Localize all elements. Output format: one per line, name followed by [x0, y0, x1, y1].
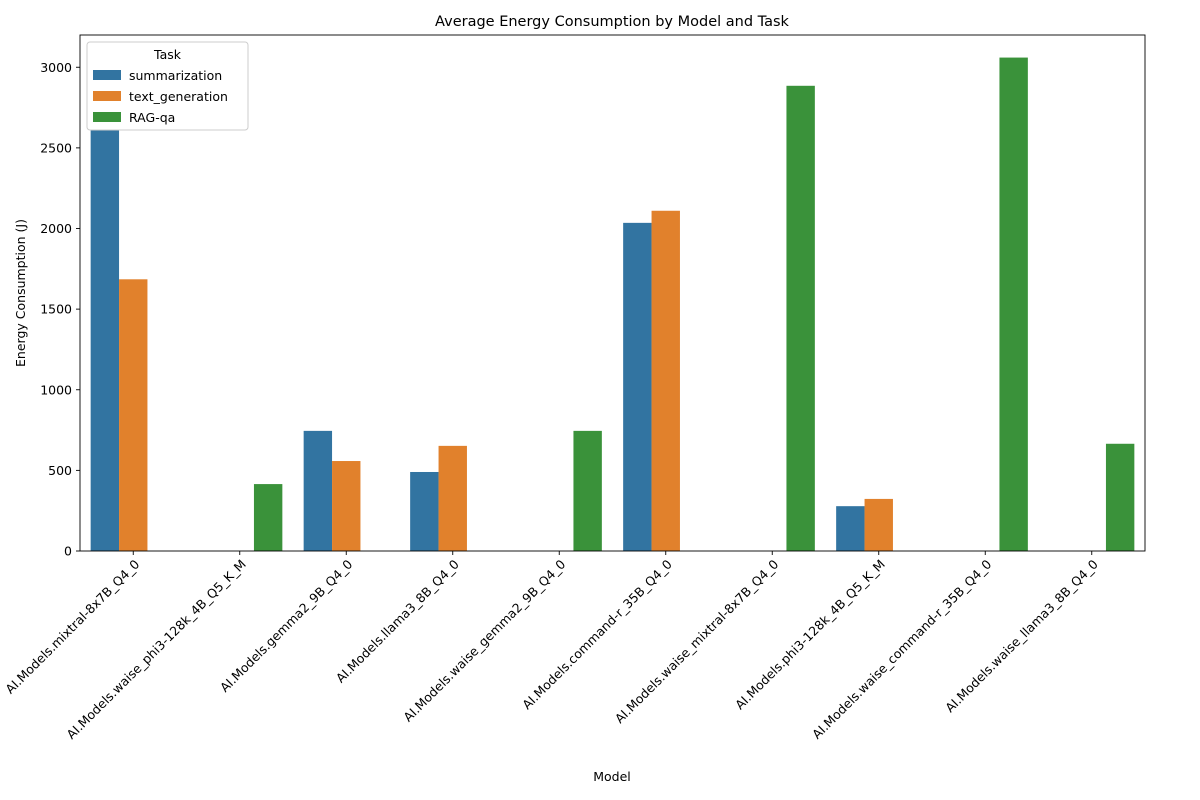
legend-label-summarization: summarization — [129, 68, 222, 83]
y-tick-label: 3000 — [40, 60, 72, 75]
chart-title: Average Energy Consumption by Model and … — [435, 14, 789, 30]
legend-label-text_generation: text_generation — [129, 89, 228, 104]
bar-text_generation-2 — [332, 461, 361, 551]
y-tick-label: 500 — [48, 463, 72, 478]
legend: Task summarization text_generation RAG-qa — [86, 41, 249, 131]
y-axis-label: Energy Consumption (J) — [13, 219, 28, 367]
bar-summarization-3 — [410, 471, 439, 551]
bar-text_generation-7 — [864, 498, 893, 551]
bar-summarization-2 — [303, 430, 333, 551]
bar-text_generation-0 — [119, 279, 148, 551]
bar-RAG-qa-9 — [1105, 443, 1135, 551]
legend-box — [86, 41, 249, 131]
bar-text_generation-3 — [438, 445, 467, 551]
x-axis-label: Model — [593, 769, 631, 784]
bar-RAG-qa-8 — [999, 57, 1028, 551]
y-tick-label: 1000 — [40, 382, 72, 397]
plot-frame — [79, 34, 1146, 552]
bar-summarization-0 — [90, 130, 120, 551]
bars-group — [90, 57, 1135, 551]
x-tick-label: AI.Models.waise_mixtral-8x7B_Q4_0 — [612, 556, 782, 726]
bar-summarization-7 — [836, 506, 865, 551]
y-tick-label: 0 — [64, 544, 72, 559]
bar-text_generation-5 — [651, 210, 680, 551]
y-tick-label: 1500 — [40, 302, 72, 317]
x-tick-label: AI.Models.waise_phi3-128k_4B_Q5_K_M — [63, 557, 248, 742]
y-tick-label: 2500 — [40, 140, 72, 155]
bar-RAG-qa-1 — [253, 484, 283, 551]
legend-swatch-summarization — [93, 70, 121, 80]
bar-summarization-5 — [623, 222, 652, 551]
legend-swatch-text_generation — [93, 91, 121, 101]
x-tick-label: AI.Models.llama3_8B_Q4_0 — [333, 556, 462, 685]
legend-label-RAG-qa: RAG-qa — [129, 110, 175, 125]
x-tick-label: AI.Models.waise_command-r_35B_Q4_0 — [809, 556, 994, 741]
y-tick-label: 2000 — [40, 221, 72, 236]
bar-RAG-qa-4 — [573, 430, 602, 551]
legend-swatch-RAG-qa — [93, 112, 121, 122]
legend-title: Task — [153, 47, 182, 62]
bar-RAG-qa-6 — [786, 85, 815, 551]
axes-group: 050010001500200025003000AI.Models.mixtra… — [2, 34, 1146, 742]
